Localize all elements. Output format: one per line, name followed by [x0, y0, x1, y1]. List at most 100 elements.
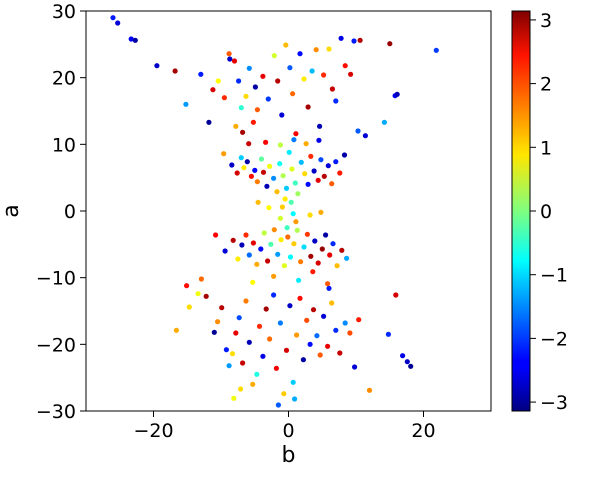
scatter-point	[282, 196, 288, 202]
scatter-point	[230, 237, 236, 243]
scatter-point	[215, 319, 221, 325]
scatter-point	[321, 313, 327, 319]
scatter-point	[195, 291, 201, 297]
scatter-point	[404, 359, 410, 365]
scatter-point	[254, 371, 260, 377]
scatter-point	[275, 251, 281, 257]
scatter-point	[351, 38, 357, 44]
scatter-point	[288, 199, 294, 205]
x-tick-label: 20	[411, 420, 435, 442]
scatter-point	[292, 396, 298, 402]
scatter-point	[334, 263, 340, 269]
scatter-point	[219, 305, 225, 311]
scatter-point	[295, 191, 301, 197]
scatter-point	[329, 300, 335, 306]
scatter-point	[229, 351, 236, 357]
scatter-point	[357, 37, 363, 43]
scatter-point	[287, 303, 293, 309]
scatter-point	[301, 76, 307, 82]
scatter-point	[333, 327, 339, 333]
scatter-point	[315, 260, 321, 266]
scatter-point	[305, 104, 311, 110]
scatter-point	[258, 156, 265, 162]
scatter-point	[394, 91, 400, 97]
scatter-point	[298, 159, 304, 165]
scatter-point	[333, 98, 339, 104]
scatter-point	[238, 105, 244, 111]
colorbar-tick-label: −2	[540, 328, 568, 350]
y-tick-label: 20	[52, 68, 76, 90]
scatter-point	[241, 165, 247, 171]
scatter-point	[325, 343, 331, 349]
scatter-point	[319, 246, 325, 252]
colorbar: −3 −2 −1 0 1 2 3	[511, 10, 568, 414]
scatter-point	[267, 336, 273, 342]
scatter-point	[275, 78, 281, 84]
scatter-point	[290, 91, 296, 97]
colorbar-gradient	[511, 10, 531, 412]
y-tick-label: 30	[52, 1, 76, 23]
scatter-point	[329, 86, 335, 92]
scatter-point	[296, 277, 302, 283]
scatter-point	[233, 123, 239, 129]
scatter-point	[347, 330, 353, 336]
scatter-point	[279, 112, 285, 118]
scatter-point	[314, 333, 320, 339]
scatter-point	[291, 241, 297, 247]
scatter-point	[342, 63, 348, 69]
scatter-point	[352, 364, 358, 370]
scatter-point	[308, 153, 314, 159]
scatter-point	[235, 256, 241, 262]
scatter-point	[279, 204, 285, 210]
scatter-point	[326, 285, 332, 291]
scatter-point	[236, 78, 242, 84]
scatter-point	[246, 65, 252, 71]
colorbar-tick-label: 0	[540, 201, 552, 223]
scatter-point	[341, 152, 348, 158]
x-axis-label: b	[282, 443, 296, 468]
colorbar-tick-label: 1	[540, 137, 552, 159]
scatter-point	[310, 307, 317, 313]
scatter-point	[132, 37, 138, 43]
scatter-point	[289, 166, 295, 172]
scatter-point	[213, 232, 219, 238]
scatter-point	[250, 119, 256, 125]
scatter-point	[240, 360, 246, 366]
scatter-point	[304, 231, 310, 237]
scatter-point	[294, 332, 300, 338]
scatter-point	[326, 46, 332, 52]
scatter-point	[210, 87, 216, 93]
colorbar-tick-label: 2	[540, 74, 552, 96]
scatter-point	[267, 163, 273, 169]
scatter-point	[236, 315, 242, 321]
scatter-point	[330, 241, 336, 247]
colorbar-tick-label: −1	[540, 265, 568, 287]
scatter-point	[128, 36, 134, 42]
scatter-point	[203, 293, 209, 299]
scatter-point	[261, 230, 267, 236]
scatter-point	[339, 247, 345, 253]
scatter-point	[226, 363, 232, 369]
scatter-point	[304, 317, 310, 323]
scatter-point	[366, 387, 373, 393]
scatter-point	[294, 227, 300, 233]
scatter-point	[254, 107, 260, 113]
scatter-point	[246, 141, 252, 147]
scatter-point	[271, 273, 277, 279]
scatter-point	[277, 161, 283, 167]
scatter-point	[250, 381, 256, 387]
scatter-point	[256, 323, 263, 329]
scatter-point	[393, 292, 399, 298]
scatter-point	[198, 71, 204, 77]
scatter-point	[293, 219, 299, 225]
scatter-point	[252, 84, 258, 90]
scatter-point	[277, 320, 283, 326]
scatter-point	[240, 129, 246, 135]
scatter-point	[348, 71, 354, 77]
scatter-point	[226, 51, 232, 57]
scatter-point	[327, 252, 333, 258]
scatter-point	[317, 123, 323, 129]
scatter-point	[290, 211, 296, 217]
y-axis-label: a	[0, 204, 24, 217]
scatter-point	[323, 232, 329, 238]
